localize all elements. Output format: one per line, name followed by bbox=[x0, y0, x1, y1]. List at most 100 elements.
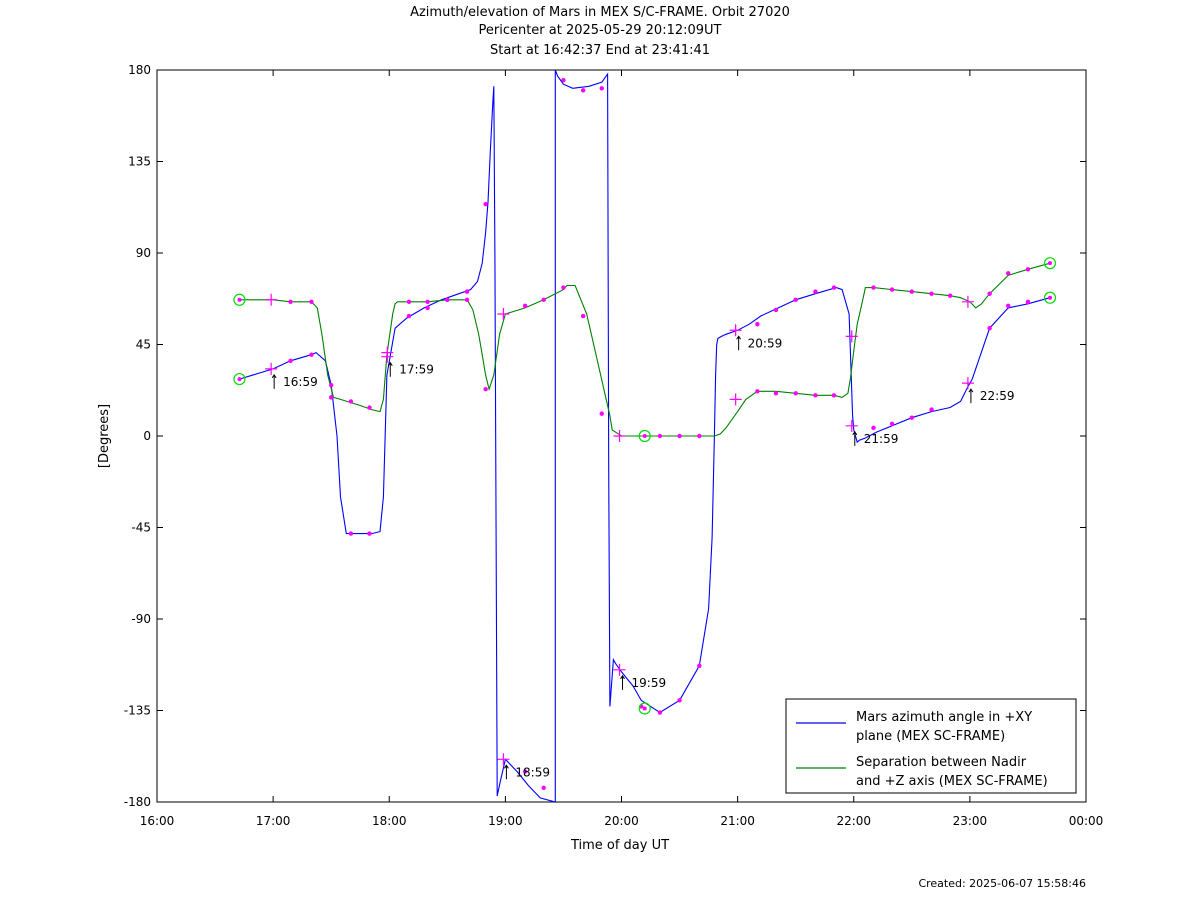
hour-plus-marker bbox=[845, 419, 858, 432]
created-timestamp: Created: 2025-06-07 15:58:46 bbox=[918, 877, 1086, 890]
data-point-dot bbox=[871, 285, 876, 290]
y-tick-label: 135 bbox=[128, 155, 151, 169]
y-axis-label: [Degrees] bbox=[97, 404, 112, 468]
time-mark-label: 21:59 bbox=[864, 432, 899, 446]
x-tick-label: 22:00 bbox=[836, 814, 871, 828]
y-tick-label: 45 bbox=[136, 338, 151, 352]
data-point-dot bbox=[677, 698, 682, 703]
data-point-dot bbox=[987, 291, 992, 296]
data-point-dot bbox=[1025, 267, 1031, 272]
hour-plus-marker bbox=[265, 362, 278, 375]
data-point-dot bbox=[773, 391, 779, 396]
data-point-dot bbox=[522, 303, 528, 309]
endpoint-circle-dot bbox=[642, 434, 647, 438]
hour-plus-marker bbox=[265, 293, 278, 306]
y-tick-label: 180 bbox=[128, 63, 151, 77]
data-point-dot bbox=[425, 305, 430, 311]
data-point-dot bbox=[599, 411, 604, 416]
data-point-dot bbox=[773, 307, 779, 313]
endpoint-circle-marker bbox=[1043, 291, 1057, 304]
data-point-dot bbox=[561, 285, 566, 290]
data-point-dot bbox=[929, 407, 934, 412]
data-point-dot bbox=[328, 395, 334, 400]
time-mark-arrow bbox=[852, 430, 858, 446]
endpoint-circle-dot bbox=[1048, 295, 1053, 300]
x-tick-label: 00:00 bbox=[1069, 814, 1104, 828]
data-point-dot bbox=[755, 389, 760, 394]
time-mark-label: 16:59 bbox=[283, 375, 318, 389]
endpoint-circle-dot bbox=[1048, 261, 1053, 266]
y-tick-label: -180 bbox=[124, 795, 151, 809]
data-point-dot bbox=[987, 326, 992, 331]
endpoint-circle-marker bbox=[638, 429, 651, 443]
time-mark-label: 18:59 bbox=[515, 765, 550, 779]
x-tick-label: 23:00 bbox=[953, 814, 988, 828]
data-point-dot bbox=[580, 313, 586, 319]
hour-plus-marker bbox=[961, 295, 974, 308]
data-point-dot bbox=[464, 289, 470, 294]
data-point-dot bbox=[367, 531, 372, 536]
time-mark-arrow bbox=[503, 764, 509, 780]
data-point-dot bbox=[889, 421, 895, 426]
y-tick-label: -45 bbox=[131, 521, 151, 535]
chart-subtitle-pericenter: Pericenter at 2025-05-29 20:12:09UT bbox=[478, 23, 722, 38]
data-point-dot bbox=[793, 391, 798, 396]
data-point-dot bbox=[328, 382, 334, 388]
data-point-dot bbox=[657, 710, 663, 715]
hour-plus-marker bbox=[845, 330, 858, 343]
hour-plus-marker bbox=[497, 308, 510, 320]
chart-title: Azimuth/elevation of Mars in MEX S/C-FRA… bbox=[410, 5, 790, 20]
data-point-dot bbox=[677, 433, 682, 439]
legend-label-2: and +Z axis (MEX SC-FRAME) bbox=[856, 774, 1048, 789]
data-point-dot bbox=[599, 86, 604, 91]
data-point-dot bbox=[813, 393, 818, 398]
data-point-dot bbox=[871, 425, 876, 431]
data-point-dot bbox=[929, 291, 934, 296]
data-point-dot bbox=[1005, 271, 1011, 276]
x-axis-label: Time of day UT bbox=[570, 838, 669, 853]
time-mark-arrow bbox=[736, 335, 742, 351]
data-point-dot bbox=[522, 769, 528, 774]
data-point-dot bbox=[813, 289, 818, 294]
hour-plus-marker bbox=[729, 324, 742, 337]
y-tick-label: 90 bbox=[136, 246, 151, 260]
hour-plus-marker bbox=[729, 393, 742, 406]
data-point-dot bbox=[406, 299, 412, 304]
legend-box bbox=[785, 698, 1077, 794]
time-mark-arrow bbox=[387, 361, 393, 377]
data-point-dot bbox=[464, 297, 470, 302]
data-point-dot bbox=[483, 202, 488, 207]
data-point-dot bbox=[909, 289, 915, 294]
time-mark-label: 17:59 bbox=[399, 363, 434, 377]
x-tick-label: 20:00 bbox=[604, 814, 639, 828]
hour-plus-marker bbox=[961, 377, 974, 390]
time-mark-arrow bbox=[620, 674, 625, 690]
data-point-dot bbox=[755, 321, 760, 327]
legend-label-1: plane (MEX SC-FRAME) bbox=[856, 729, 1005, 744]
x-tick-label: 18:00 bbox=[372, 814, 407, 828]
data-point-dot bbox=[541, 297, 546, 302]
data-point-dot bbox=[425, 299, 430, 304]
x-tick-label: 16:00 bbox=[140, 814, 175, 828]
data-point-dot bbox=[580, 88, 586, 93]
endpoint-circle-dot bbox=[642, 706, 647, 711]
data-point-dot bbox=[947, 293, 953, 298]
data-point-dot bbox=[697, 663, 702, 668]
endpoint-circle-dot bbox=[237, 377, 242, 382]
data-point-dot bbox=[406, 313, 412, 319]
data-point-dot bbox=[697, 433, 702, 439]
legend-label-2: Separation between Nadir bbox=[856, 755, 1027, 770]
endpoint-circle-marker bbox=[233, 372, 246, 386]
data-point-dot bbox=[288, 358, 293, 363]
x-tick-label: 19:00 bbox=[488, 814, 523, 828]
data-point-dot bbox=[909, 415, 915, 420]
data-point-dot bbox=[483, 387, 488, 392]
data-point-dot bbox=[541, 785, 546, 790]
chart-subtitle-start-end: Start at 16:42:37 End at 23:41:41 bbox=[489, 43, 711, 58]
time-mark-label: 20:59 bbox=[748, 336, 783, 350]
data-point-dot bbox=[288, 299, 293, 304]
data-point-dot bbox=[348, 399, 354, 404]
endpoint-circle-marker bbox=[233, 293, 246, 306]
time-mark-label: 22:59 bbox=[980, 389, 1015, 403]
